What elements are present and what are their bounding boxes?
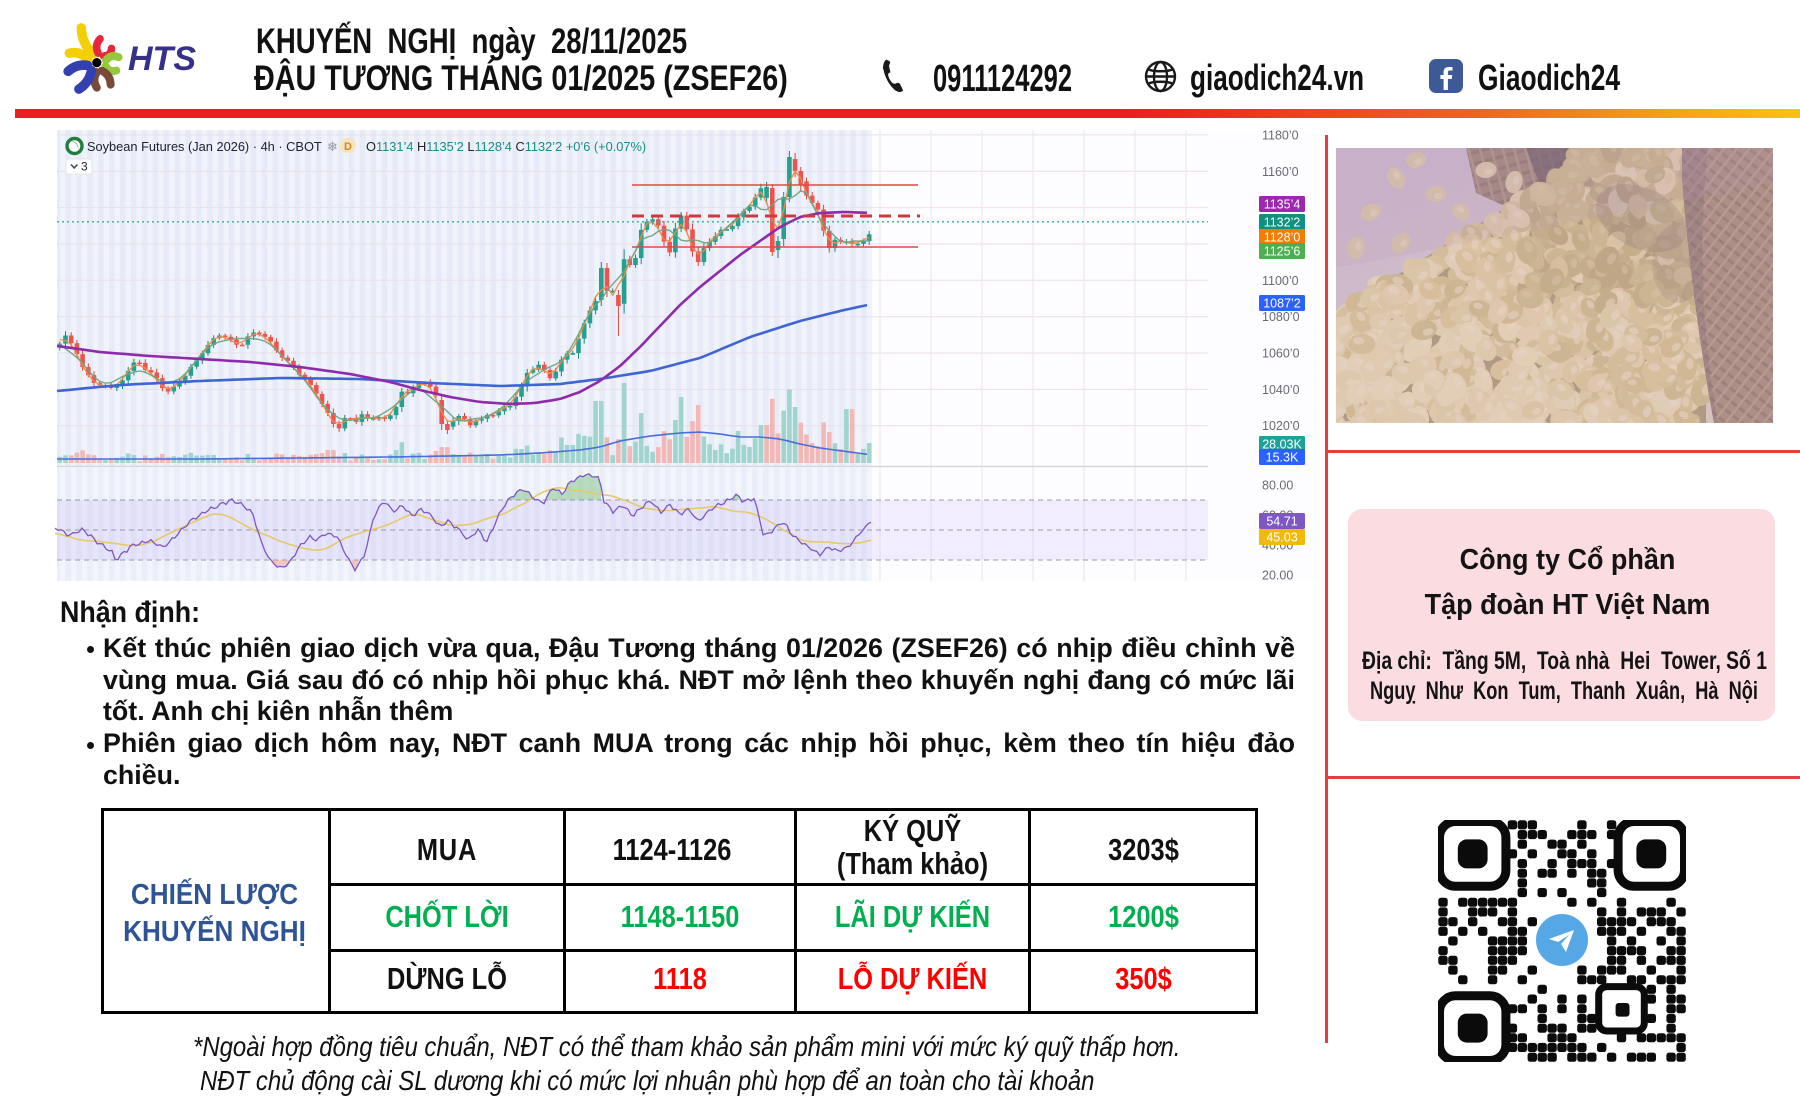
svg-text:1135’4: 1135’4 (1264, 198, 1301, 212)
svg-text:15.3K: 15.3K (1266, 451, 1299, 465)
svg-text:1132’2: 1132’2 (1264, 216, 1301, 230)
svg-text:1128’0: 1128’0 (1264, 231, 1301, 245)
svg-text:1160’0: 1160’0 (1262, 165, 1299, 179)
svg-text:1080’0: 1080’0 (1262, 310, 1300, 324)
svg-text:Soybean Futures (Jan 2026) · 4: Soybean Futures (Jan 2026) · 4h · CBOT (87, 139, 322, 154)
svg-text:1040’0: 1040’0 (1262, 383, 1300, 397)
svg-text:1180’0: 1180’0 (1262, 128, 1299, 142)
svg-text:80.00: 80.00 (1262, 479, 1293, 493)
svg-text:1100’0: 1100’0 (1262, 274, 1299, 288)
svg-text:1087’2: 1087’2 (1263, 297, 1301, 311)
svg-text:1060’0: 1060’0 (1262, 347, 1300, 361)
svg-text:45.03: 45.03 (1266, 531, 1297, 545)
svg-text:28.03K: 28.03K (1262, 438, 1302, 452)
svg-text:❄: ❄ (327, 139, 338, 154)
svg-text:O1131’4 H1135’2 L1128’4 C1132’: O1131’4 H1135’2 L1128’4 C1132’2 +0’6 (+0… (366, 139, 646, 154)
svg-text:1020’0: 1020’0 (1262, 419, 1300, 433)
svg-text:1125’6: 1125’6 (1264, 245, 1301, 259)
svg-text:20.00: 20.00 (1262, 569, 1293, 583)
svg-text:D: D (344, 141, 352, 153)
svg-text:54.71: 54.71 (1266, 515, 1297, 529)
svg-text:3: 3 (81, 160, 88, 174)
